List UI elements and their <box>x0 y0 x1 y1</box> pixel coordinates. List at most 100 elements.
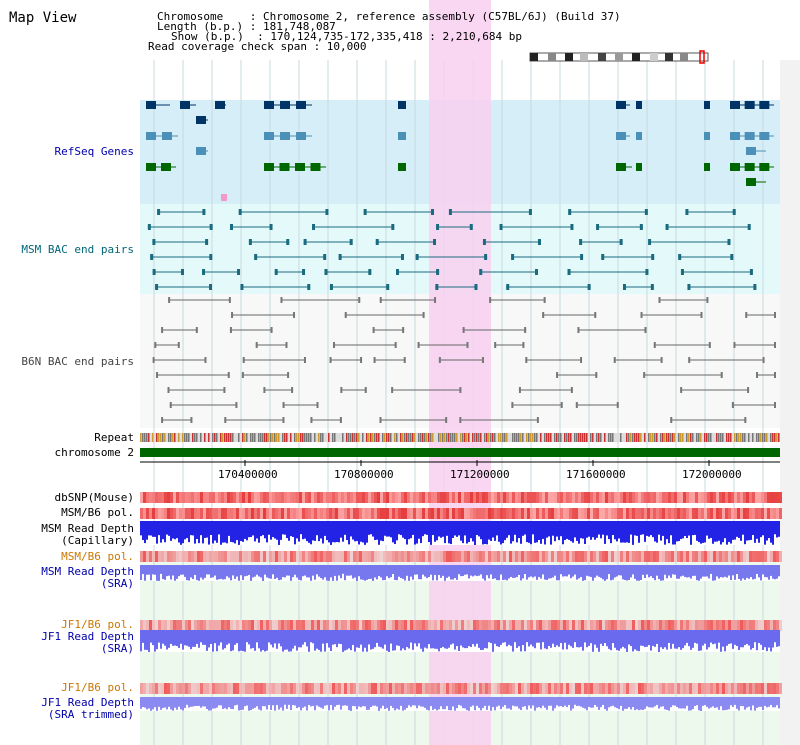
depth-bar <box>390 565 392 578</box>
polymorphism-cell <box>446 620 449 631</box>
depth-bar <box>618 521 620 539</box>
polymorphism-cell <box>146 620 149 631</box>
depth-bar <box>570 630 572 647</box>
polymorphism-cell <box>368 683 371 694</box>
depth-bar <box>432 521 434 536</box>
bac-end <box>731 402 734 408</box>
polymorphism-cell <box>455 492 458 503</box>
gene-exon <box>264 163 274 171</box>
depth-bar <box>414 521 416 545</box>
bac-end <box>570 224 574 230</box>
depth-bar <box>214 630 216 644</box>
polymorphism-cell <box>539 551 542 562</box>
repeat-element <box>592 433 594 442</box>
depth-bar <box>252 565 254 578</box>
depth-bar <box>624 565 626 580</box>
depth-bar <box>568 697 570 706</box>
bac-end <box>417 342 420 348</box>
depth-bar <box>182 521 184 544</box>
polymorphism-cell <box>734 492 737 503</box>
depth-bar <box>164 697 166 708</box>
polymorphism-cell <box>188 683 191 694</box>
polymorphism-cell <box>170 492 173 503</box>
repeat-element <box>534 433 536 442</box>
depth-bar <box>384 697 386 709</box>
depth-bar <box>274 521 276 539</box>
depth-bar <box>720 630 722 652</box>
bac-end <box>462 327 465 333</box>
gene-exon <box>180 101 190 109</box>
depth-bar <box>604 565 606 581</box>
polymorphism-cell <box>737 551 740 562</box>
depth-bar <box>396 565 398 581</box>
polymorphism-cell <box>365 551 368 562</box>
depth-bar <box>416 565 418 575</box>
polymorphism-cell <box>398 508 401 519</box>
polymorphism-cell <box>272 492 275 503</box>
gene-exon <box>146 101 156 109</box>
polymorphism-cell <box>707 683 710 694</box>
depth-bar <box>770 697 772 705</box>
depth-bar <box>490 521 492 541</box>
depth-bar <box>442 521 444 537</box>
polymorphism-cell <box>275 551 278 562</box>
polymorphism-cell <box>680 508 683 519</box>
polymorphism-cell <box>293 508 296 519</box>
repeat-element <box>632 433 634 442</box>
depth-bar <box>314 697 316 711</box>
depth-bar <box>172 630 174 646</box>
depth-bar <box>516 630 518 648</box>
depth-bar <box>586 630 588 648</box>
depth-bar <box>178 521 180 543</box>
depth-bar <box>584 521 586 545</box>
polymorphism-cell <box>428 508 431 519</box>
bac-end <box>745 312 748 318</box>
repeat-element <box>404 433 406 442</box>
polymorphism-cell <box>410 551 413 562</box>
depth-bar <box>552 521 554 536</box>
depth-bar <box>464 565 466 575</box>
depth-bar <box>206 630 208 651</box>
depth-bar <box>646 565 648 575</box>
polymorphism-cell <box>647 683 650 694</box>
depth-bar <box>386 697 388 709</box>
polymorphism-cell <box>245 620 248 631</box>
depth-bar <box>172 697 174 711</box>
depth-bar <box>770 521 772 543</box>
depth-bar <box>354 697 356 707</box>
depth-bar <box>698 565 700 581</box>
polymorphism-cell <box>338 683 341 694</box>
refseq-genes-label[interactable]: RefSeq Genes <box>54 145 134 158</box>
depth-bar <box>450 565 452 580</box>
polymorphism-cell <box>155 551 158 562</box>
polymorphism-cell <box>620 683 623 694</box>
depth-bar <box>448 697 450 711</box>
repeat-element <box>204 433 206 442</box>
depth-bar <box>778 697 780 709</box>
polymorphism-cell <box>164 492 167 503</box>
polymorphism-cell <box>764 620 767 631</box>
depth-bar <box>366 697 368 710</box>
depth-bar <box>632 697 634 708</box>
polymorphism-cell <box>230 492 233 503</box>
polymorphism-cell <box>152 620 155 631</box>
depth-bar <box>230 521 232 542</box>
depth-bar <box>148 521 150 536</box>
polymorphism-cell <box>533 620 536 631</box>
depth-bar <box>230 565 232 581</box>
depth-bar <box>550 521 552 545</box>
depth-bar <box>176 630 178 647</box>
polymorphism-cell <box>242 508 245 519</box>
depth-bar <box>362 565 364 580</box>
polymorphism-cell <box>509 492 512 503</box>
bac-end <box>651 254 655 260</box>
depth-bar <box>588 697 590 707</box>
msm-bac-label[interactable]: MSM BAC end pairs <box>21 243 134 256</box>
polymorphism-cell <box>716 492 719 503</box>
depth-bar <box>490 697 492 711</box>
b6n-bac-label[interactable]: B6N BAC end pairs <box>21 355 134 368</box>
bac-end <box>543 297 546 303</box>
polymorphism-cell <box>545 551 548 562</box>
polymorphism-cell <box>380 508 383 519</box>
